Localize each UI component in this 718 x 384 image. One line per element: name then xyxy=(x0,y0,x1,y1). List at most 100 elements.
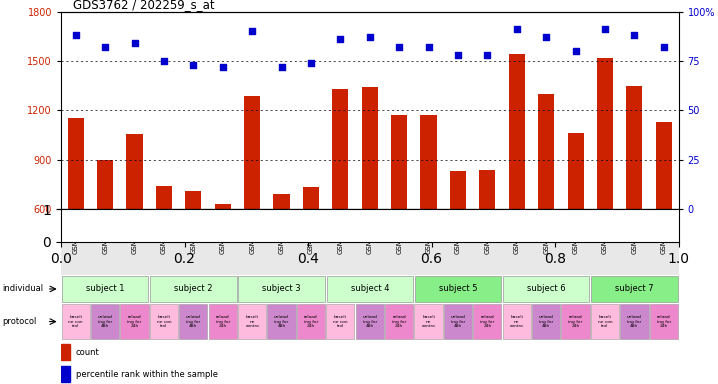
Text: reload
ing for
24h: reload ing for 24h xyxy=(215,315,230,328)
Point xyxy=(629,32,640,38)
Text: GSM537136: GSM537136 xyxy=(190,211,196,254)
Text: count: count xyxy=(75,348,100,357)
Text: reload
ing for
24h: reload ing for 24h xyxy=(480,315,495,328)
Text: GSM537135: GSM537135 xyxy=(220,211,225,254)
Text: subject 2: subject 2 xyxy=(174,285,213,293)
Text: GSM537129: GSM537129 xyxy=(396,211,402,254)
Point xyxy=(70,32,81,38)
Text: unload
ing for
48h: unload ing for 48h xyxy=(363,315,377,328)
Bar xyxy=(209,305,237,339)
Text: GSM537140: GSM537140 xyxy=(73,211,79,254)
Text: GSM537125: GSM537125 xyxy=(514,211,520,253)
Text: unload
ing for
48h: unload ing for 48h xyxy=(450,315,465,328)
Bar xyxy=(444,305,472,339)
Bar xyxy=(185,191,202,209)
Point xyxy=(482,52,493,58)
Bar xyxy=(97,161,113,209)
Point xyxy=(658,44,670,50)
Text: GSM537123: GSM537123 xyxy=(572,211,579,254)
Text: unload
ing for
48h: unload ing for 48h xyxy=(186,315,201,328)
Point xyxy=(305,60,317,66)
Bar xyxy=(385,305,414,339)
Text: subject 6: subject 6 xyxy=(527,285,566,293)
Bar xyxy=(355,305,384,339)
Text: GSM537128: GSM537128 xyxy=(426,211,432,254)
Bar xyxy=(150,305,178,339)
Bar xyxy=(421,114,437,209)
Bar xyxy=(620,305,648,339)
Bar xyxy=(561,305,589,339)
Text: reload
ing for
24h: reload ing for 24h xyxy=(392,315,406,328)
Text: reload
ing for
24h: reload ing for 24h xyxy=(127,315,141,328)
Bar xyxy=(503,305,531,339)
Point xyxy=(99,44,111,50)
Text: baseli
ne con
trol: baseli ne con trol xyxy=(597,315,612,328)
Bar xyxy=(415,276,501,302)
Bar xyxy=(327,276,413,302)
Bar xyxy=(532,305,560,339)
Bar xyxy=(150,276,236,302)
Text: GSM537138: GSM537138 xyxy=(131,211,138,254)
Text: subject 7: subject 7 xyxy=(615,285,653,293)
Bar xyxy=(650,305,678,339)
Bar xyxy=(591,276,678,302)
Text: GSM537132: GSM537132 xyxy=(308,211,314,254)
Bar xyxy=(244,96,260,209)
Bar xyxy=(567,134,584,209)
Text: subject 3: subject 3 xyxy=(262,285,301,293)
Bar xyxy=(267,305,296,339)
Text: GSM537130: GSM537130 xyxy=(367,211,373,254)
Text: reload
ing for
24h: reload ing for 24h xyxy=(304,315,318,328)
Bar xyxy=(156,186,172,209)
Bar xyxy=(362,86,378,209)
Bar xyxy=(67,118,84,209)
Text: subject 4: subject 4 xyxy=(350,285,389,293)
Bar xyxy=(126,134,143,209)
Text: GSM537133: GSM537133 xyxy=(279,211,284,254)
Bar xyxy=(508,55,525,209)
Bar xyxy=(61,344,70,360)
Text: individual: individual xyxy=(2,285,43,293)
Bar xyxy=(414,305,443,339)
Bar xyxy=(503,276,589,302)
Bar xyxy=(274,194,289,209)
Text: subject 5: subject 5 xyxy=(439,285,477,293)
Bar xyxy=(62,276,149,302)
Bar xyxy=(303,187,319,209)
Point xyxy=(276,64,287,70)
Text: unload
ing for
48h: unload ing for 48h xyxy=(98,315,113,328)
Bar xyxy=(91,305,119,339)
Text: baseli
ne
contro: baseli ne contro xyxy=(246,315,259,328)
Point xyxy=(364,34,376,40)
Text: unload
ing for
48h: unload ing for 48h xyxy=(274,315,289,328)
Text: percentile rank within the sample: percentile rank within the sample xyxy=(75,370,218,379)
Text: GSM537134: GSM537134 xyxy=(249,211,255,254)
Bar xyxy=(62,305,90,339)
Text: GSM537120: GSM537120 xyxy=(661,211,667,254)
Text: GDS3762 / 202259_s_at: GDS3762 / 202259_s_at xyxy=(73,0,215,12)
Point xyxy=(393,44,405,50)
Text: subject 1: subject 1 xyxy=(86,285,124,293)
Text: GSM537139: GSM537139 xyxy=(102,211,108,254)
Text: GSM537124: GSM537124 xyxy=(544,211,549,253)
Bar xyxy=(180,305,208,339)
Point xyxy=(452,52,464,58)
Text: baseli
ne con
trol: baseli ne con trol xyxy=(68,315,83,328)
Text: protocol: protocol xyxy=(2,317,37,326)
Bar xyxy=(297,305,325,339)
Bar xyxy=(238,276,325,302)
Text: baseli
ne con
trol: baseli ne con trol xyxy=(333,315,348,328)
Bar xyxy=(391,114,407,209)
Point xyxy=(541,34,552,40)
Bar xyxy=(215,204,231,209)
Bar xyxy=(538,94,554,209)
Bar xyxy=(326,305,355,339)
Point xyxy=(570,48,582,54)
Point xyxy=(511,26,523,32)
Point xyxy=(158,58,169,64)
Bar xyxy=(450,171,466,209)
Text: unload
ing for
48h: unload ing for 48h xyxy=(538,315,554,328)
Point xyxy=(423,44,434,50)
Text: GSM537131: GSM537131 xyxy=(337,211,343,254)
Bar xyxy=(473,305,501,339)
